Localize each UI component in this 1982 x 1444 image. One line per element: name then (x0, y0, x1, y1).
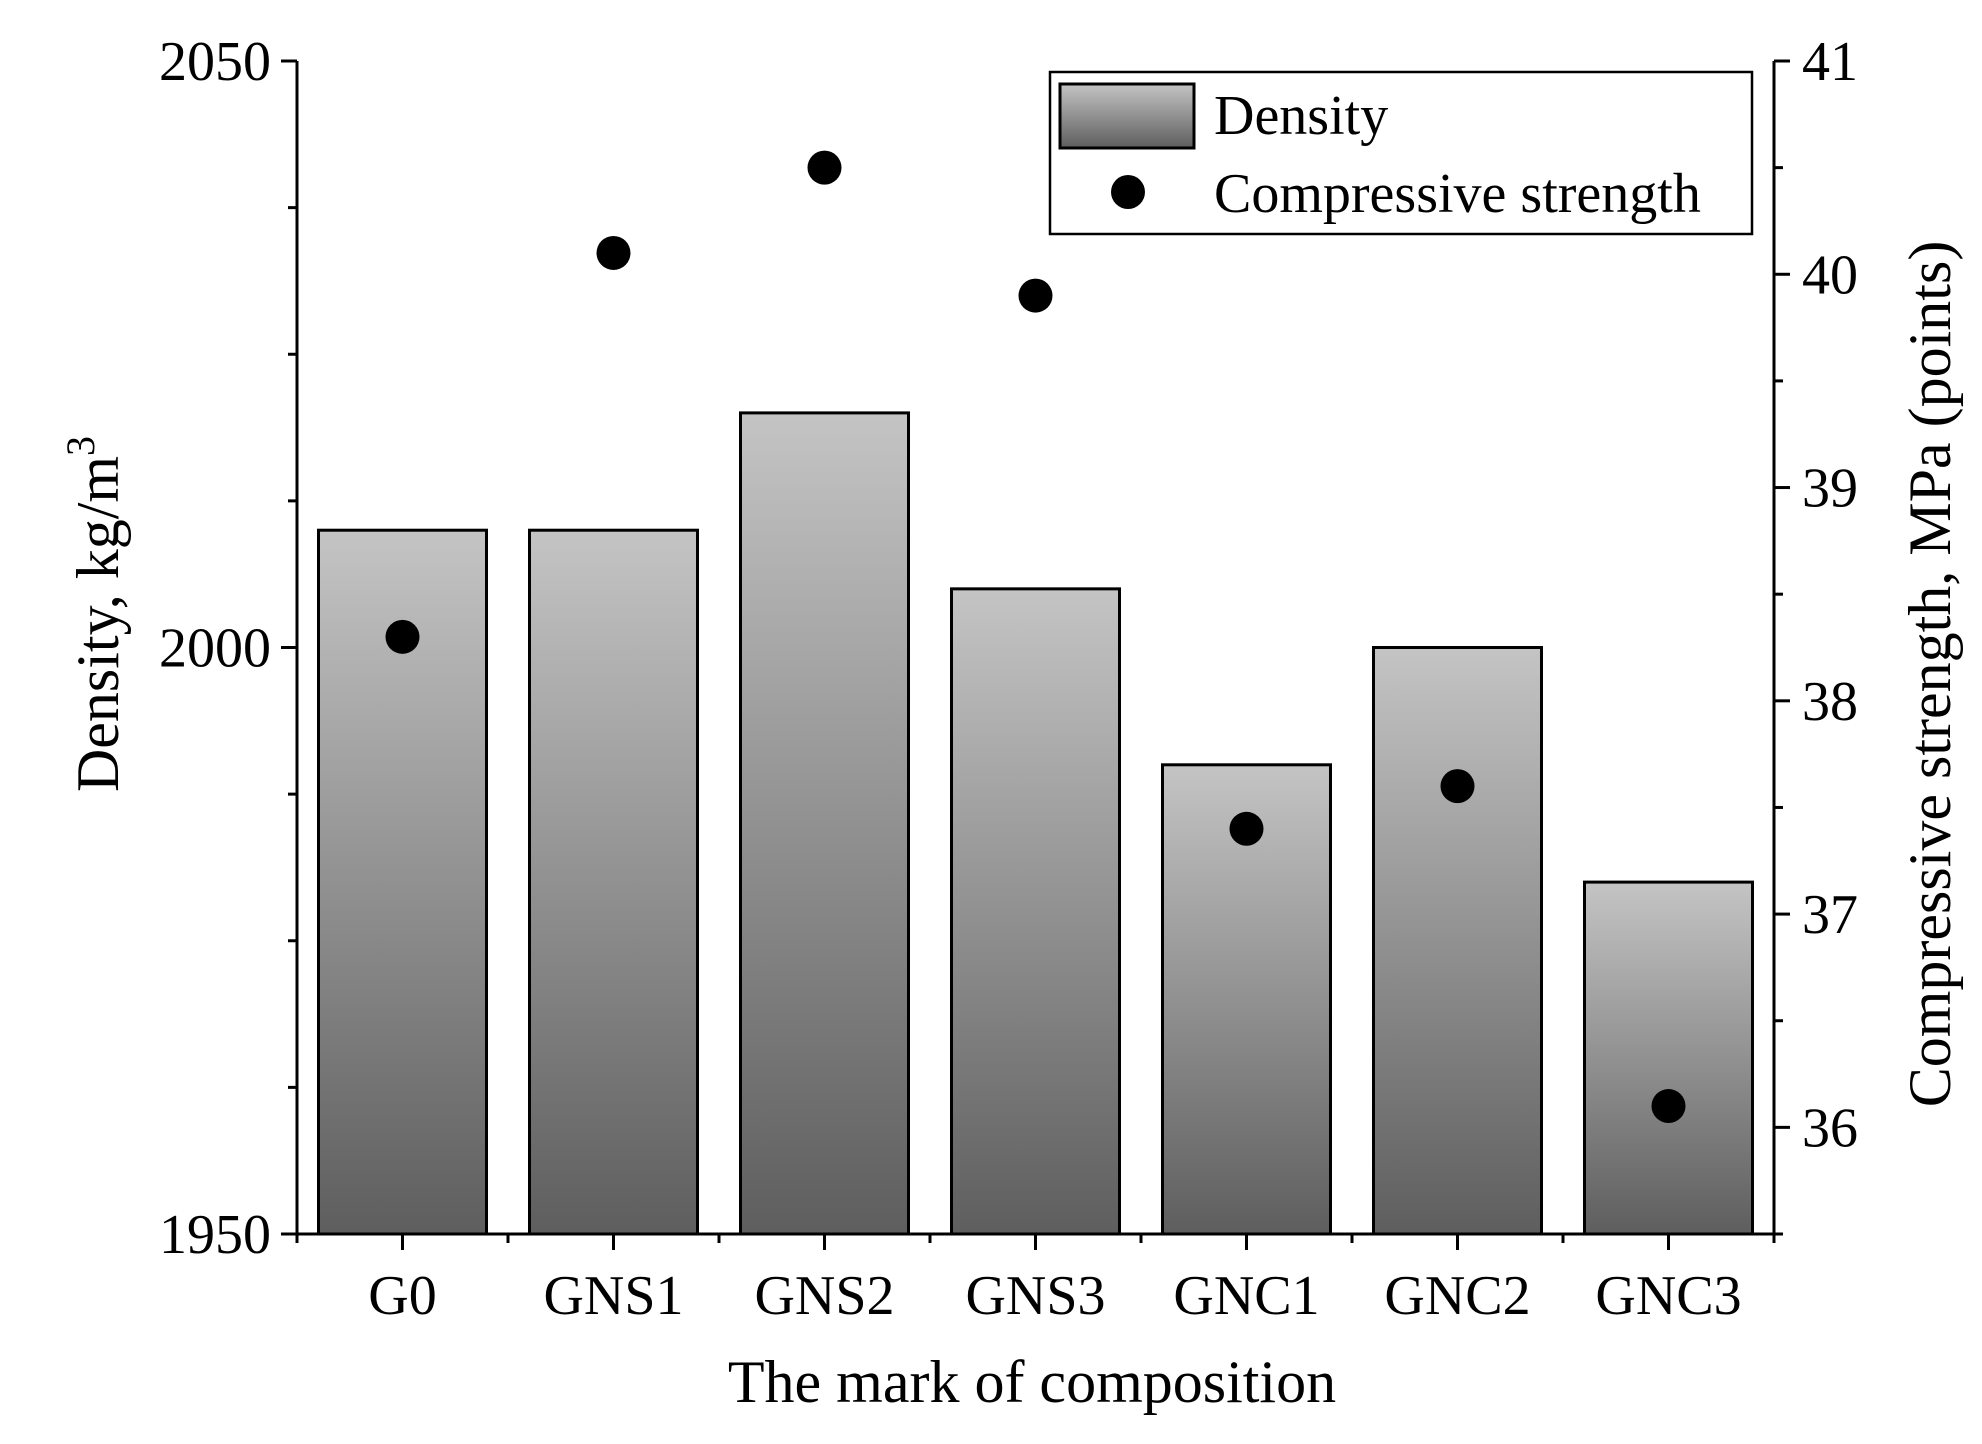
y2-tick-label: 41 (1802, 31, 1858, 93)
point-gns1 (596, 235, 631, 270)
x-tick-label-gnc3: GNC3 (1595, 1265, 1741, 1327)
point-gnc3 (1651, 1089, 1686, 1124)
legend: Density Compressive strength (1048, 70, 1754, 236)
y2-tick-label: 36 (1802, 1097, 1858, 1159)
x-tick-label-gns1: GNS1 (543, 1265, 683, 1327)
bar-gns3 (950, 587, 1121, 1236)
bar-gns1 (528, 528, 699, 1236)
y-tick-label: 2000 (159, 618, 271, 680)
point-gnc2 (1440, 769, 1475, 804)
x-tick-label-gns3: GNS3 (965, 1265, 1105, 1327)
legend-density-label: Density (1214, 85, 1388, 147)
y-axis-title: Density, kg/m3 (58, 436, 131, 792)
bar-gns2 (739, 411, 910, 1236)
legend-strength-marker (1111, 175, 1145, 209)
point-gns3 (1018, 278, 1053, 313)
points-layer (385, 150, 1686, 1124)
point-g0 (385, 619, 420, 654)
axes-layer: 1950 2000 2050 36 37 38 39 40 41 G0 GNS1 GNS2 GNS3 GN… (159, 31, 1858, 1327)
y2-tick-label: 39 (1802, 458, 1858, 520)
legend-strength-label: Compressive strength (1214, 163, 1701, 225)
point-gns2 (807, 150, 842, 185)
x-tick-label-gnc2: GNC2 (1384, 1265, 1530, 1327)
y2-tick-label: 37 (1802, 884, 1858, 946)
point-gnc1 (1229, 811, 1264, 846)
bar-gnc3 (1583, 880, 1754, 1236)
legend-density-swatch (1058, 82, 1196, 150)
bar-gnc2 (1372, 646, 1543, 1236)
x-axis-title: The mark of composition (728, 1349, 1336, 1415)
y-tick-label: 2050 (159, 31, 271, 93)
x-tick-label-gnc1: GNC1 (1173, 1265, 1319, 1327)
bars-layer (317, 411, 1754, 1236)
y2-tick-label: 40 (1802, 244, 1858, 306)
y-tick-label: 1950 (159, 1204, 271, 1266)
x-tick-label-g0: G0 (368, 1265, 436, 1327)
x-tick-label-gns2: GNS2 (754, 1265, 894, 1327)
y-axis-title-superscript: 3 (58, 436, 103, 456)
y2-axis-title: Compressive strength, MPa (points) (1897, 241, 1963, 1108)
y2-tick-label: 38 (1802, 671, 1858, 733)
y-axis-title-main: Density, kg/m (65, 456, 131, 792)
